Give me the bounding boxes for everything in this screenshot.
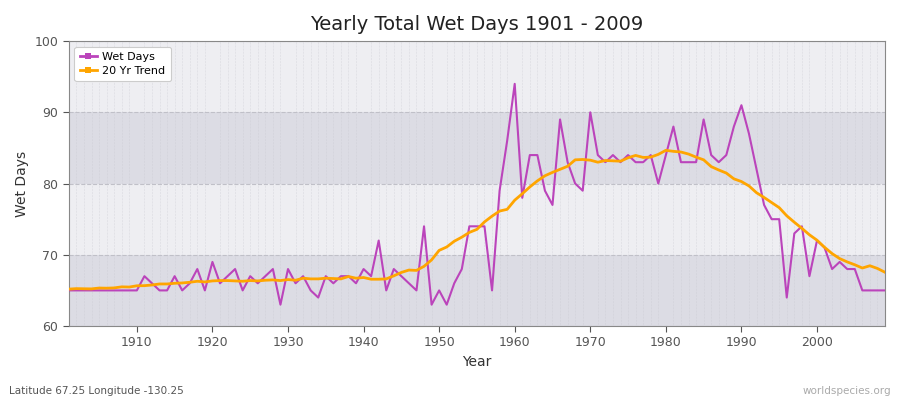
Title: Yearly Total Wet Days 1901 - 2009: Yearly Total Wet Days 1901 - 2009 <box>310 15 644 34</box>
X-axis label: Year: Year <box>463 355 491 369</box>
Bar <box>68 41 885 112</box>
Bar <box>68 255 885 326</box>
Bar <box>68 112 885 184</box>
Text: Latitude 67.25 Longitude -130.25: Latitude 67.25 Longitude -130.25 <box>9 386 184 396</box>
Y-axis label: Wet Days: Wet Days <box>15 150 29 217</box>
Bar <box>68 184 885 255</box>
Legend: Wet Days, 20 Yr Trend: Wet Days, 20 Yr Trend <box>75 47 171 81</box>
Text: worldspecies.org: worldspecies.org <box>803 386 891 396</box>
